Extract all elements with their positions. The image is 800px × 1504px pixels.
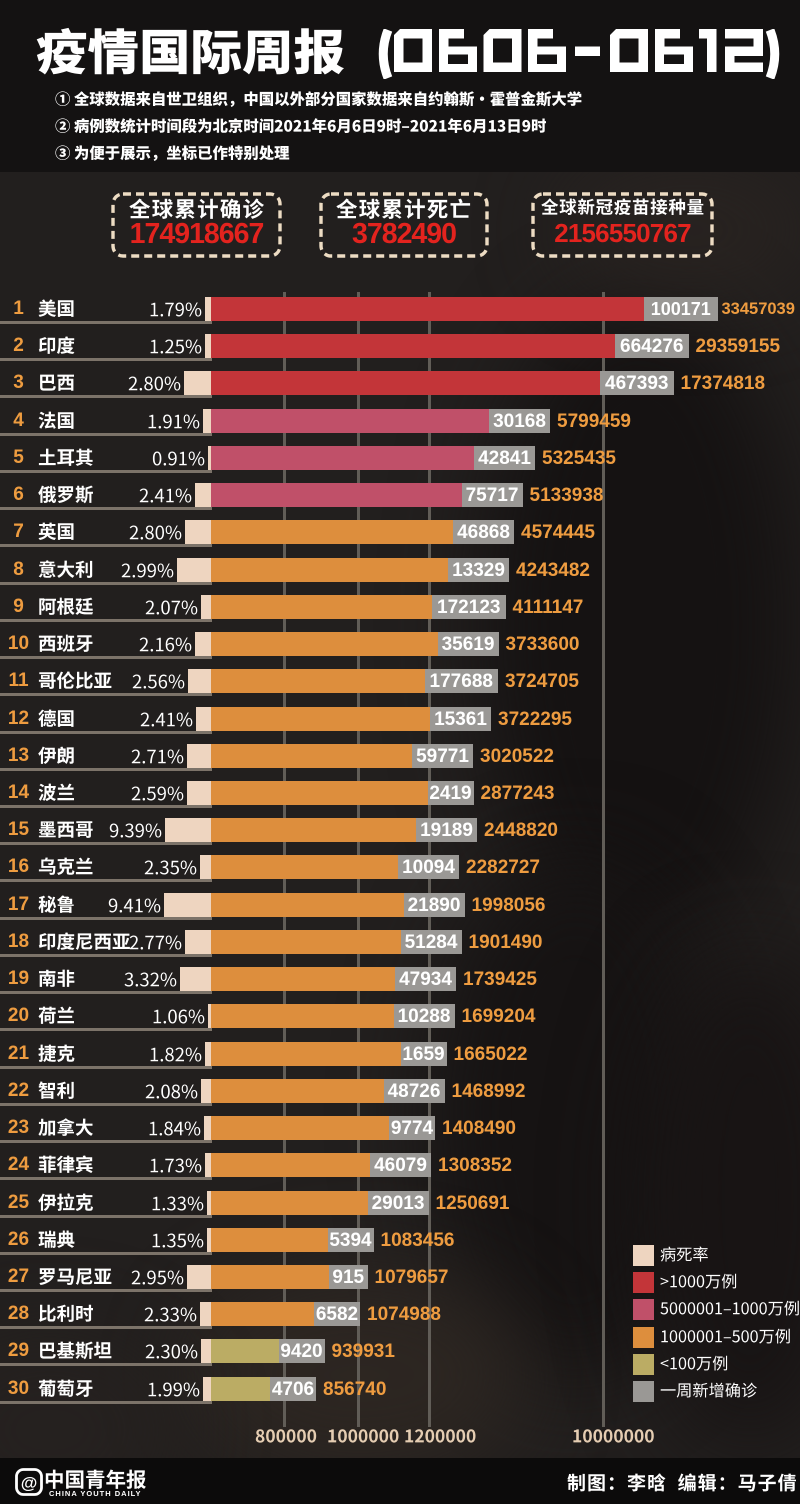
svg-text:@: @ [21, 1474, 38, 1493]
